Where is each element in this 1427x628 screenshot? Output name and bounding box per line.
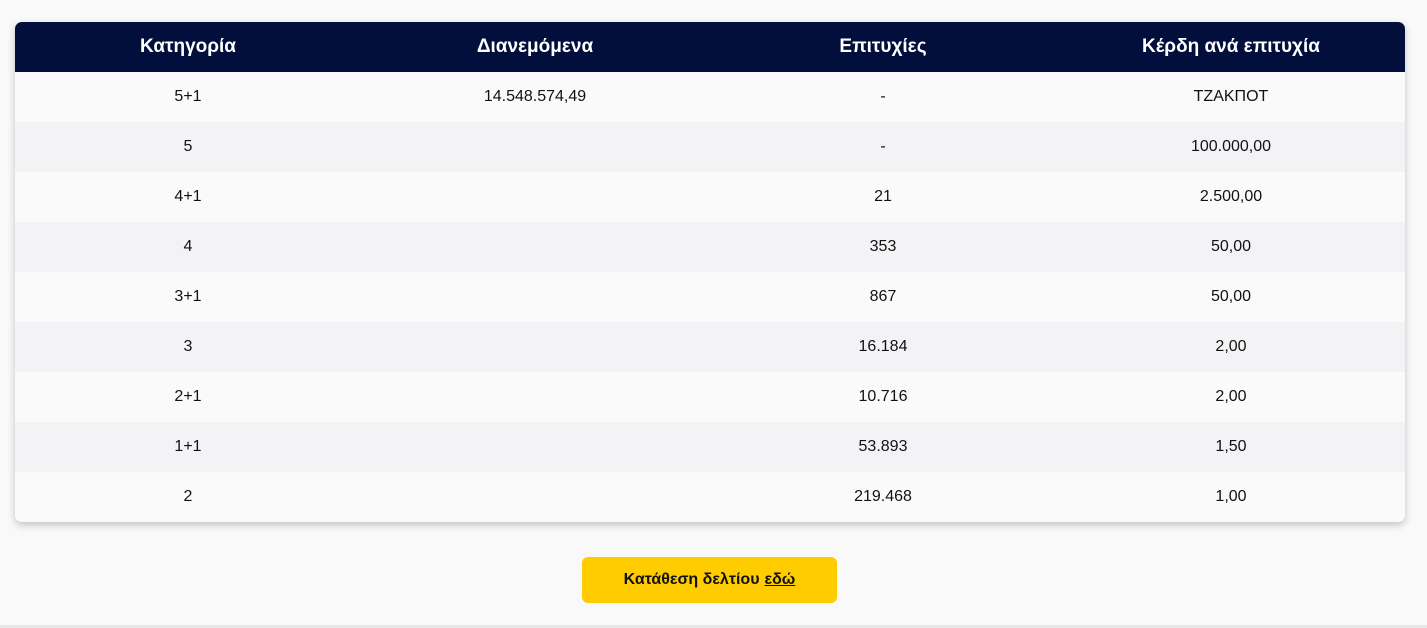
cell-winners: 867: [869, 288, 897, 305]
cell-prize: 50,00: [1210, 288, 1252, 305]
cell-prize: 2.500,00: [1199, 188, 1263, 205]
table-row: 3 16.184 2,00: [15, 322, 1405, 372]
header-winners: Επιτυχίες: [839, 36, 927, 57]
cell-category: 2: [183, 488, 193, 505]
table-row: 4+1 21 2.500,00: [15, 172, 1405, 222]
cell-distributed: [361, 172, 709, 222]
prize-table-card: Κατηγορία Διανεμόμενα Επιτυχίες Κέρδη αν…: [15, 22, 1405, 522]
header-row: Κατηγορία Διανεμόμενα Επιτυχίες Κέρδη αν…: [15, 22, 1405, 72]
header-category: Κατηγορία: [140, 36, 236, 57]
table-row: 1+1 53.893 1,50: [15, 422, 1405, 472]
prize-table: Κατηγορία Διανεμόμενα Επιτυχίες Κέρδη αν…: [15, 22, 1405, 522]
cell-winners: 53.893: [858, 438, 908, 455]
cell-winners: 21: [874, 188, 892, 205]
cell-winners: 16.184: [858, 338, 908, 355]
cell-winners: 219.468: [854, 488, 912, 505]
table-body: 5+1 14.548.574,49 - ΤΖΑΚΠΟΤ 5 - 100.000,…: [15, 72, 1405, 522]
cell-winners: 353: [869, 238, 897, 255]
page-bottom-divider: [0, 625, 1427, 628]
table-row: 2+1 10.716 2,00: [15, 372, 1405, 422]
cell-distributed: 14.548.574,49: [483, 88, 587, 105]
cell-winners: -: [880, 88, 886, 105]
table-row: 4 353 50,00: [15, 222, 1405, 272]
cell-prize: 1,50: [1215, 438, 1247, 455]
cell-prize: 2,00: [1215, 338, 1247, 355]
table-row: 5+1 14.548.574,49 - ΤΖΑΚΠΟΤ: [15, 72, 1405, 122]
cell-category: 5+1: [174, 88, 202, 105]
cell-distributed: [361, 472, 709, 522]
cell-prize: 100.000,00: [1190, 138, 1272, 155]
cell-winners: -: [880, 138, 886, 155]
cell-prize: 1,00: [1215, 488, 1247, 505]
header-distributed: Διανεμόμενα: [476, 36, 594, 57]
submit-ticket-button[interactable]: Κατάθεση δελτίου εδώ: [582, 557, 837, 603]
cell-category: 5: [183, 138, 193, 155]
table-header: Κατηγορία Διανεμόμενα Επιτυχίες Κέρδη αν…: [15, 22, 1405, 72]
cell-distributed: [361, 422, 709, 472]
cell-winners: 10.716: [858, 388, 908, 405]
cell-prize: 2,00: [1215, 388, 1247, 405]
cell-category: 4+1: [174, 188, 202, 205]
cell-category: 4: [183, 238, 193, 255]
cta-container: Κατάθεση δελτίου εδώ: [582, 557, 837, 603]
table-row: 3+1 867 50,00: [15, 272, 1405, 322]
cell-prize: ΤΖΑΚΠΟΤ: [1193, 88, 1269, 105]
cell-distributed: [361, 372, 709, 422]
cell-category: 1+1: [174, 438, 202, 455]
table-row: 5 - 100.000,00: [15, 122, 1405, 172]
table-row: 2 219.468 1,00: [15, 472, 1405, 522]
submit-ticket-label: Κατάθεση δελτίου: [623, 571, 760, 588]
submit-ticket-link[interactable]: εδώ: [764, 571, 796, 588]
cell-distributed: [361, 322, 709, 372]
cell-category: 3+1: [174, 288, 202, 305]
cell-category: 3: [183, 338, 193, 355]
cell-distributed: [361, 222, 709, 272]
header-prize: Κέρδη ανά επιτυχία: [1142, 36, 1320, 57]
cell-prize: 50,00: [1210, 238, 1252, 255]
cell-category: 2+1: [174, 388, 202, 405]
cell-distributed: [361, 122, 709, 172]
cell-distributed: [361, 272, 709, 322]
